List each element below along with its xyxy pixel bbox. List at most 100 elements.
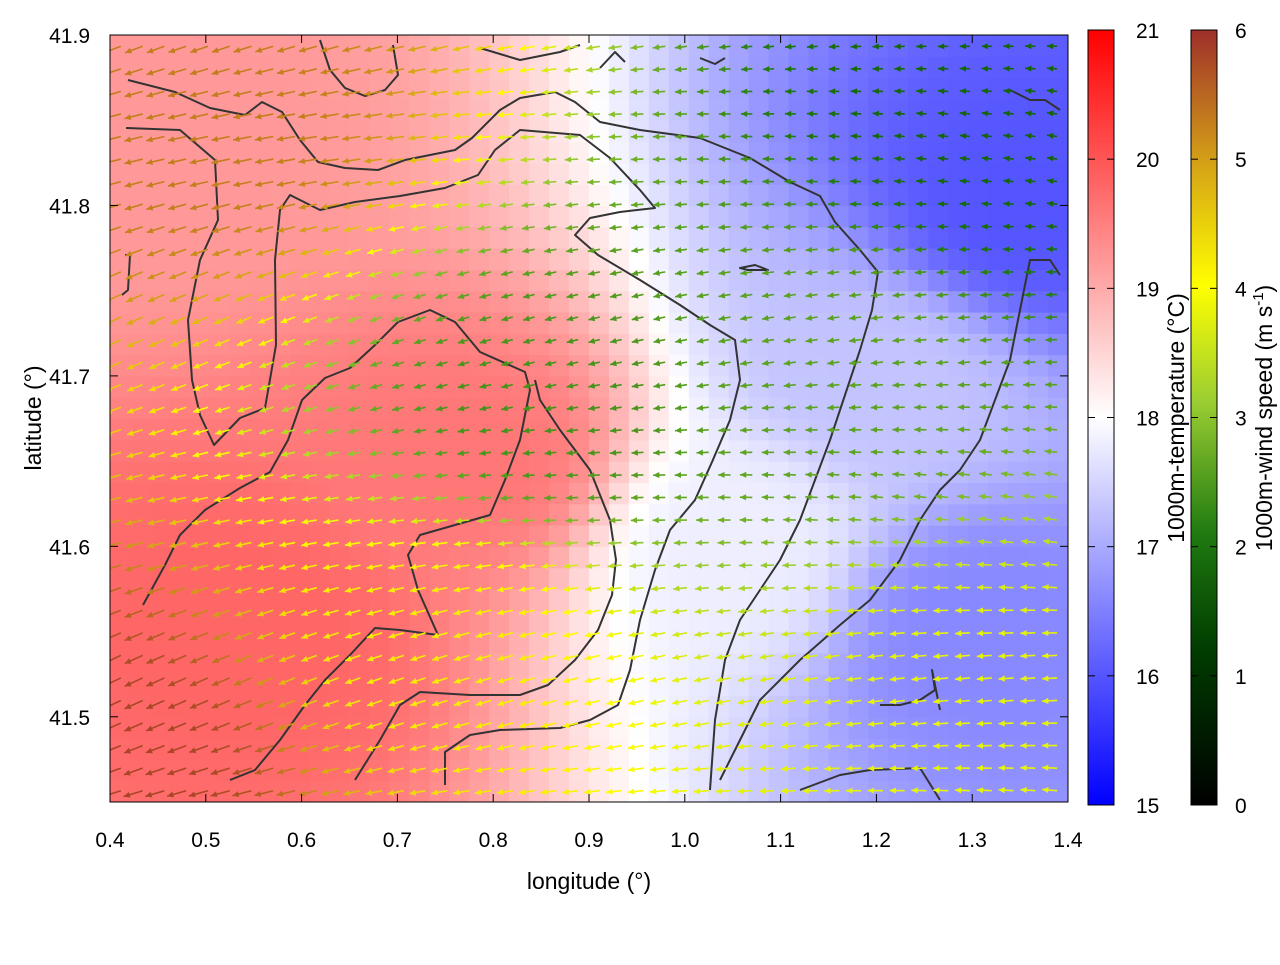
heatmap-cell	[110, 632, 131, 654]
heatmap-cell	[449, 440, 470, 462]
heatmap-cell	[749, 504, 770, 526]
heatmap-cell	[868, 482, 889, 504]
colorbar-tick-label: 5	[1235, 149, 1247, 172]
heatmap-cell	[409, 163, 430, 185]
heatmap-cell	[210, 291, 231, 313]
heatmap-cell	[649, 78, 670, 100]
heatmap-cell	[1028, 397, 1049, 419]
heatmap-cell	[649, 695, 670, 717]
heatmap-cell	[1028, 695, 1049, 717]
heatmap-cell	[1048, 227, 1069, 249]
heatmap-cell	[1048, 482, 1069, 504]
heatmap-cell	[389, 312, 410, 334]
heatmap-cell	[769, 504, 790, 526]
heatmap-cell	[509, 695, 530, 717]
heatmap-cell	[988, 610, 1009, 632]
heatmap-cell	[968, 589, 989, 611]
heatmap-cell	[210, 461, 231, 483]
heatmap-cell	[549, 589, 570, 611]
heatmap-cell	[848, 610, 869, 632]
heatmap-cell	[988, 248, 1009, 270]
heatmap-cell	[429, 589, 450, 611]
heatmap-cell	[769, 291, 790, 313]
heatmap-cell	[968, 738, 989, 760]
heatmap-cell	[629, 184, 650, 206]
heatmap-cell	[689, 355, 710, 377]
heatmap-cell	[170, 269, 191, 291]
heatmap-cell	[908, 610, 929, 632]
heatmap-cell	[230, 568, 251, 590]
heatmap-cell	[330, 291, 351, 313]
heatmap-cell	[310, 546, 331, 568]
heatmap-cell	[330, 355, 351, 377]
heatmap-cell	[529, 205, 550, 227]
plot-area	[102, 35, 1069, 803]
heatmap-cell	[529, 695, 550, 717]
heatmap-cell	[769, 312, 790, 334]
heatmap-cell	[449, 205, 470, 227]
heatmap-cell	[270, 56, 291, 78]
heatmap-cell	[449, 78, 470, 100]
heatmap-cell	[569, 56, 590, 78]
heatmap-cell	[649, 738, 670, 760]
heatmap-cell	[230, 184, 251, 206]
heatmap-cell	[968, 674, 989, 696]
heatmap-cell	[150, 163, 171, 185]
heatmap-cell	[988, 632, 1009, 654]
heatmap-cell	[290, 674, 311, 696]
heatmap-cell	[210, 56, 231, 78]
heatmap-cell	[130, 35, 151, 57]
heatmap-cell	[569, 482, 590, 504]
heatmap-cell	[868, 525, 889, 547]
heatmap-cell	[689, 440, 710, 462]
heatmap-cell	[369, 695, 390, 717]
heatmap-cell	[829, 56, 850, 78]
heatmap-cell	[968, 205, 989, 227]
heatmap-cell	[948, 227, 969, 249]
heatmap-cell	[389, 568, 410, 590]
heatmap-cell	[609, 504, 630, 526]
heatmap-cell	[629, 56, 650, 78]
heatmap-cell	[1028, 376, 1049, 398]
heatmap-cell	[330, 419, 351, 441]
heatmap-cell	[150, 653, 171, 675]
heatmap-cell	[948, 291, 969, 313]
heatmap-cell	[1028, 227, 1049, 249]
heatmap-cell	[968, 759, 989, 781]
heatmap-cell	[629, 674, 650, 696]
y-axis-label: latitude (°)	[20, 365, 46, 470]
heatmap-cell	[669, 482, 690, 504]
heatmap-cell	[829, 99, 850, 121]
heatmap-cell	[549, 120, 570, 142]
heatmap-cell	[988, 482, 1009, 504]
heatmap-cell	[689, 717, 710, 739]
heatmap-cell	[609, 355, 630, 377]
heatmap-cell	[689, 78, 710, 100]
heatmap-cell	[549, 568, 570, 590]
heatmap-cell	[429, 440, 450, 462]
heatmap-cell	[928, 78, 949, 100]
heatmap-cell	[350, 504, 371, 526]
x-tick-label: 1.4	[1053, 829, 1083, 852]
heatmap-cell	[789, 376, 810, 398]
heatmap-cell	[489, 504, 510, 526]
heatmap-cell	[629, 568, 650, 590]
wind-colorbar-label-end: )	[1251, 285, 1277, 293]
heatmap-cell	[968, 482, 989, 504]
heatmap-cell	[988, 525, 1009, 547]
heatmap-cell	[330, 312, 351, 334]
heatmap-cell	[669, 205, 690, 227]
heatmap-cell	[908, 99, 929, 121]
heatmap-cell	[868, 738, 889, 760]
heatmap-cell	[689, 589, 710, 611]
heatmap-cell	[968, 120, 989, 142]
heatmap-cell	[489, 56, 510, 78]
heatmap-cell	[829, 120, 850, 142]
heatmap-cell	[549, 333, 570, 355]
heatmap-cell	[928, 333, 949, 355]
heatmap-cell	[270, 568, 291, 590]
heatmap-cell	[988, 312, 1009, 334]
heatmap-cell	[350, 589, 371, 611]
heatmap-cell	[1048, 333, 1069, 355]
heatmap-cell	[369, 461, 390, 483]
